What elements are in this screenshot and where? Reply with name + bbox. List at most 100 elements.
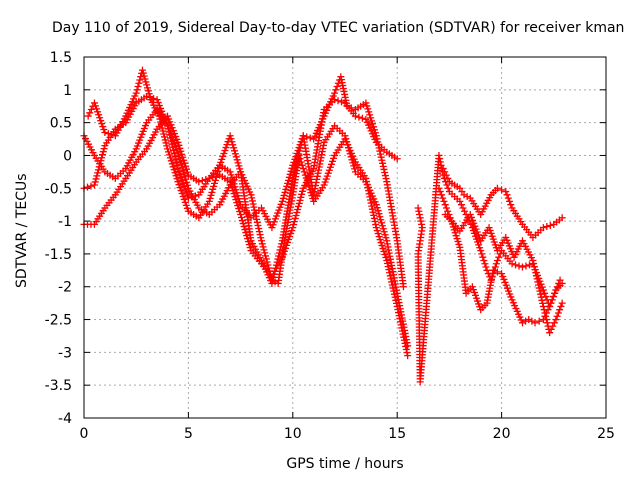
data-point [134, 83, 142, 91]
data-point [292, 212, 300, 220]
data-point [272, 264, 280, 272]
data-point [91, 178, 99, 186]
data-point [415, 211, 423, 219]
data-point [371, 129, 379, 137]
y-tick-label: -1 [58, 214, 72, 230]
data-point [379, 159, 387, 167]
data-point [245, 241, 253, 249]
data-point [232, 153, 240, 161]
data-point [229, 177, 237, 185]
data-point [172, 158, 180, 166]
data-point [184, 194, 192, 202]
data-point [108, 131, 116, 139]
data-point [211, 179, 218, 187]
data-point [241, 226, 249, 234]
data-point [254, 221, 262, 229]
data-point [272, 261, 280, 269]
data-point [188, 193, 196, 201]
data-point [293, 159, 301, 167]
data-point [380, 248, 388, 256]
data-point [93, 172, 101, 180]
data-point [239, 220, 247, 228]
data-point [378, 156, 386, 164]
series-track-h [441, 211, 566, 337]
data-point [540, 306, 548, 314]
data-point [372, 201, 380, 209]
data-point [553, 312, 561, 320]
data-point [377, 216, 385, 224]
data-point [296, 196, 304, 204]
data-point [532, 269, 540, 277]
data-point [238, 217, 246, 225]
data-point [98, 154, 106, 162]
data-point [504, 194, 512, 202]
data-point [229, 141, 237, 149]
data-point [541, 309, 549, 317]
data-point [404, 352, 412, 360]
data-point [234, 192, 242, 200]
data-point [368, 117, 376, 125]
data-point [508, 260, 516, 268]
data-point [372, 221, 380, 229]
data-point [498, 186, 506, 194]
data-point [164, 148, 172, 156]
data-point [518, 319, 526, 327]
data-point [554, 309, 562, 317]
data-point [374, 207, 382, 215]
data-point [202, 176, 210, 184]
data-point [387, 275, 395, 283]
data-point [237, 211, 245, 219]
data-point [275, 249, 283, 257]
data-point [529, 256, 537, 264]
data-point [180, 169, 188, 177]
series-track-f [435, 184, 566, 327]
axis-ticks: 0 5 10 15 20 25 1.5 1 0.5 0 -0.5 -1 -1.5 -2 -2.5 -3 -3.5… [45, 50, 615, 442]
data-point [232, 186, 240, 194]
data-point [351, 165, 359, 173]
data-point [164, 125, 172, 133]
data-point [345, 147, 353, 155]
x-axis-label: GPS time / hours [286, 456, 404, 472]
data-point [437, 191, 445, 199]
data-point [440, 197, 448, 205]
data-point [463, 192, 471, 200]
data-point [439, 194, 447, 202]
data-point [231, 147, 239, 155]
data-point [263, 258, 271, 266]
data-point [261, 249, 269, 257]
data-point [531, 319, 539, 327]
data-point [381, 231, 389, 239]
data-point [231, 150, 239, 158]
data-point [212, 173, 220, 181]
data-point [350, 162, 358, 170]
x-tick-label: 25 [597, 426, 615, 442]
data-point [101, 128, 109, 136]
chart-title: Day 110 of 2019, Sidereal Day-to-day VTE… [52, 20, 625, 36]
data-point [208, 188, 216, 196]
data-point [156, 115, 164, 123]
data-point [388, 281, 396, 289]
data-point [558, 279, 566, 287]
data-point [546, 221, 554, 229]
data-point [414, 204, 422, 212]
data-point [184, 181, 192, 189]
data-point [98, 151, 106, 159]
data-point [215, 164, 223, 172]
data-point [133, 86, 141, 94]
y-tick-label: 1 [63, 83, 72, 99]
data-point [547, 299, 555, 307]
data-point [170, 149, 178, 157]
data-point [479, 253, 487, 261]
data-point [368, 202, 376, 210]
data-point [291, 165, 299, 173]
data-point [276, 246, 284, 254]
data-point [374, 230, 382, 238]
data-point [180, 156, 188, 164]
data-point [441, 201, 449, 209]
data-point [376, 213, 384, 221]
data-point [399, 283, 407, 291]
data-point [86, 109, 94, 117]
data-point [177, 160, 185, 168]
data-point [213, 170, 221, 178]
data-point [162, 139, 170, 147]
